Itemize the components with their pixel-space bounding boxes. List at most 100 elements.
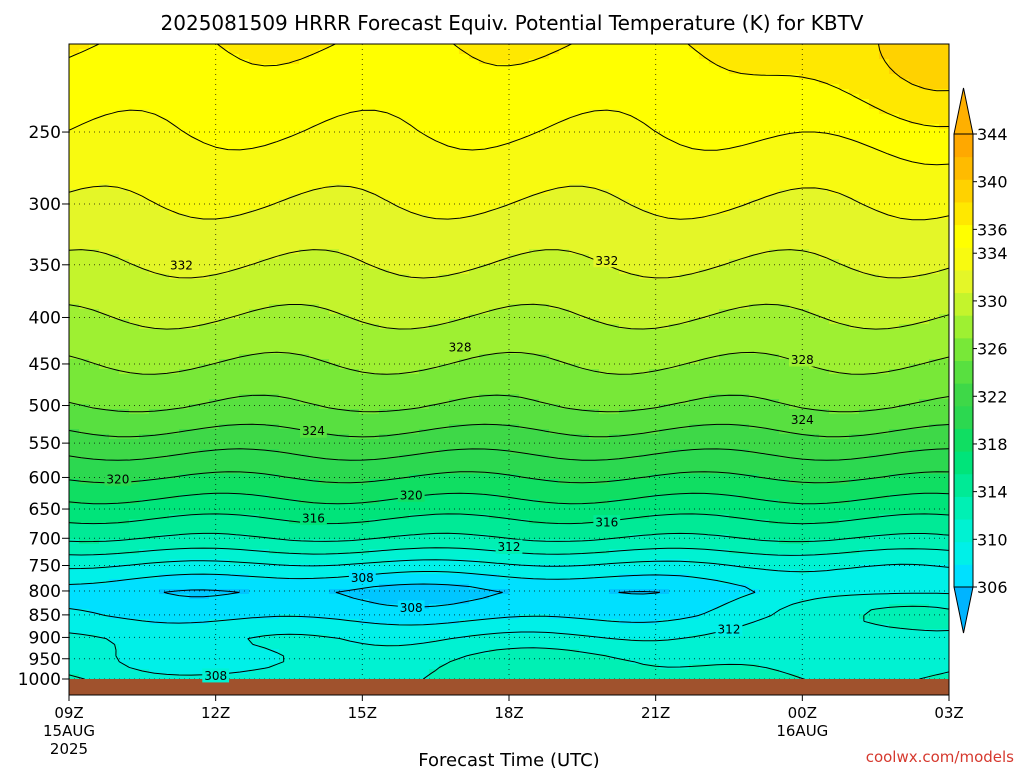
heatmap-cell [409, 149, 420, 155]
heatmap-cell [249, 54, 260, 60]
heatmap-cell [159, 519, 170, 525]
heatmap-cell [339, 664, 350, 670]
heatmap-cell [349, 359, 360, 365]
heatmap-cell [289, 189, 300, 195]
heatmap-cell [69, 304, 80, 310]
heatmap-cell [369, 269, 380, 275]
heatmap-cell [159, 244, 170, 250]
heatmap-cell [299, 369, 310, 375]
heatmap-cell [169, 579, 180, 585]
heatmap-cell [99, 519, 110, 525]
heatmap-cell [369, 524, 380, 530]
heatmap-cell [409, 484, 420, 490]
heatmap-cell [99, 189, 110, 195]
heatmap-cell [79, 664, 90, 670]
heatmap-cell [419, 424, 430, 430]
heatmap-cell [309, 489, 320, 495]
heatmap-cell [89, 199, 100, 205]
heatmap-cell [149, 354, 160, 360]
heatmap-cell [99, 89, 110, 95]
heatmap-cell [79, 529, 90, 535]
heatmap-cell [329, 604, 340, 610]
heatmap-cell [69, 224, 80, 230]
heatmap-cell [339, 529, 350, 535]
heatmap-cell [199, 534, 210, 540]
heatmap-cell [79, 294, 90, 300]
heatmap-cell [339, 284, 350, 290]
heatmap-cell [379, 229, 390, 235]
heatmap-cell [179, 464, 190, 470]
heatmap-cell [119, 209, 130, 215]
heatmap-cell [89, 529, 100, 535]
heatmap-cell [389, 169, 400, 175]
heatmap-cell [109, 194, 120, 200]
heatmap-cell [379, 429, 390, 435]
heatmap-cell [269, 139, 280, 145]
heatmap-cell [419, 479, 430, 485]
heatmap-cell [109, 299, 120, 305]
heatmap-cell [199, 189, 210, 195]
heatmap-cell [259, 289, 270, 295]
heatmap-cell [309, 124, 320, 130]
heatmap-cell [289, 449, 300, 455]
heatmap-cell [239, 154, 250, 160]
heatmap-cell [139, 174, 150, 180]
heatmap-cell [309, 349, 320, 355]
heatmap-cell [199, 119, 210, 125]
heatmap-cell [419, 539, 430, 545]
heatmap-cell [399, 574, 410, 580]
heatmap-cell [189, 134, 200, 140]
heatmap-cell [329, 279, 340, 285]
heatmap-cell [449, 269, 460, 275]
heatmap-cell [309, 654, 320, 660]
heatmap-cell [379, 564, 390, 570]
heatmap-cell [419, 59, 430, 65]
heatmap-cell [419, 324, 430, 330]
heatmap-cell [339, 89, 350, 95]
heatmap-cell [169, 574, 180, 580]
heatmap-cell [439, 114, 450, 120]
heatmap-cell [179, 509, 190, 515]
heatmap-cell [279, 84, 290, 90]
heatmap-cell [349, 229, 360, 235]
heatmap-cell [289, 289, 300, 295]
heatmap-cell [149, 474, 160, 480]
heatmap-cell [199, 479, 210, 485]
heatmap-cell [109, 304, 120, 310]
heatmap-cell [129, 219, 140, 225]
heatmap-cell [239, 79, 250, 85]
heatmap-cell [249, 404, 260, 410]
heatmap-cell [449, 489, 460, 495]
heatmap-cell [279, 519, 290, 525]
heatmap-cell [239, 434, 250, 440]
heatmap-cell [419, 194, 430, 200]
heatmap-cell [349, 364, 360, 370]
heatmap-cell [69, 519, 80, 525]
heatmap-cell [199, 204, 210, 210]
heatmap-cell [159, 229, 170, 235]
heatmap-cell [249, 109, 260, 115]
heatmap-cell [139, 294, 150, 300]
heatmap-cell [249, 84, 260, 90]
heatmap-cell [249, 154, 260, 160]
heatmap-cell [259, 209, 270, 215]
heatmap-cell [129, 654, 140, 660]
heatmap-cell [299, 549, 310, 555]
heatmap-cell [79, 384, 90, 390]
heatmap-cell [199, 244, 210, 250]
heatmap-cell [339, 309, 350, 315]
heatmap-cell [389, 234, 400, 240]
heatmap-cell [349, 249, 360, 255]
heatmap-cell [99, 469, 110, 475]
heatmap-cell [259, 539, 270, 545]
heatmap-cell [179, 489, 190, 495]
heatmap-cell [239, 599, 250, 605]
heatmap-cell [149, 49, 160, 55]
heatmap-cell [229, 119, 240, 125]
heatmap-cell [409, 654, 420, 660]
heatmap-cell [129, 49, 140, 55]
heatmap-cell [349, 189, 360, 195]
heatmap-cell [129, 519, 140, 525]
heatmap-cell [419, 549, 430, 555]
heatmap-cell [299, 574, 310, 580]
